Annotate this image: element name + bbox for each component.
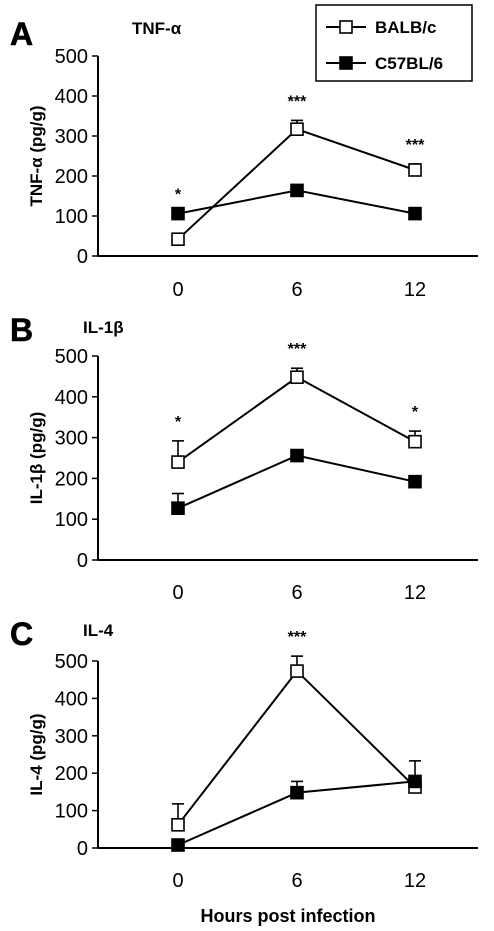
data-point-filled [171, 501, 185, 515]
y-tick-label: 100 [55, 509, 88, 531]
panel-letter: B [10, 312, 33, 348]
y-tick-label: 200 [55, 468, 88, 490]
data-point-open [290, 370, 304, 385]
legend-label: C57BL/6 [375, 54, 443, 73]
panel-letter: C [10, 616, 33, 652]
panel-title: IL-4 [83, 621, 114, 640]
legend-marker-filled [339, 56, 353, 70]
y-tick-label: 100 [55, 801, 88, 823]
significance-marker: *** [288, 93, 307, 110]
data-point-open [290, 122, 304, 136]
legend-label: BALB/c [375, 18, 436, 37]
panel-c: C IL-4 0 100 200 300 400 500 0 6 12 IL-4 (pg/g) *** H… [10, 616, 478, 926]
data-point-filled [290, 448, 304, 463]
data-point-open [290, 664, 304, 678]
significance-marker: * [175, 414, 182, 431]
x-tick-label: 12 [404, 582, 426, 604]
panel-letter: A [10, 16, 33, 52]
significance-marker: * [412, 404, 419, 421]
y-axis-label: IL-1β (pg/g) [27, 412, 46, 505]
y-tick-label: 300 [55, 726, 88, 748]
x-tick-label: 0 [172, 279, 183, 301]
significance-marker: * [175, 187, 182, 204]
y-tick-label: 0 [77, 838, 88, 860]
significance-marker: *** [288, 341, 307, 358]
y-tick-label: 400 [55, 387, 88, 409]
significance-marker: *** [406, 137, 425, 154]
data-point-filled [408, 206, 422, 221]
data-point-filled [408, 774, 422, 789]
y-tick-label: 100 [55, 206, 88, 228]
data-point-filled [290, 183, 304, 198]
series-line-c57bl-6 [177, 454, 416, 510]
y-tick-label: 300 [55, 126, 88, 148]
y-tick-label: 200 [55, 166, 88, 188]
x-axis-label: Hours post infection [201, 906, 376, 926]
y-tick-label: 200 [55, 763, 88, 785]
y-tick-label: 500 [55, 651, 88, 673]
y-tick-label: 400 [55, 688, 88, 710]
x-tick-label: 0 [172, 582, 183, 604]
x-tick-label: 12 [404, 870, 426, 892]
data-point-filled [171, 206, 185, 221]
y-tick-label: 500 [55, 346, 88, 368]
panel-title: TNF-α [132, 19, 182, 38]
y-tick-label: 400 [55, 86, 88, 108]
x-tick-label: 6 [291, 279, 302, 301]
data-point-filled [171, 838, 185, 852]
legend: BALB/c C57BL/6 [315, 4, 473, 82]
y-axis-label: IL-4 (pg/g) [27, 713, 46, 795]
y-tick-label: 300 [55, 428, 88, 450]
series-line-balb-c [177, 669, 416, 826]
x-tick-label: 12 [404, 279, 426, 301]
y-tick-label: 0 [77, 246, 88, 268]
legend-marker-open [339, 20, 353, 34]
data-point-open [171, 232, 185, 246]
y-tick-label: 500 [55, 46, 88, 68]
data-point-open [171, 455, 185, 469]
x-tick-label: 6 [291, 870, 302, 892]
significance-marker: *** [288, 629, 307, 646]
data-point-open [171, 818, 185, 832]
x-tick-label: 0 [172, 870, 183, 892]
data-point-filled [408, 474, 422, 489]
x-tick-label: 6 [291, 582, 302, 604]
data-point-filled [290, 785, 304, 800]
data-point-open [408, 163, 422, 177]
y-tick-label: 0 [77, 550, 88, 572]
data-point-open [408, 434, 422, 449]
y-axis-label: TNF-α (pg/g) [27, 105, 46, 206]
panel-title: IL-1β [83, 318, 124, 337]
